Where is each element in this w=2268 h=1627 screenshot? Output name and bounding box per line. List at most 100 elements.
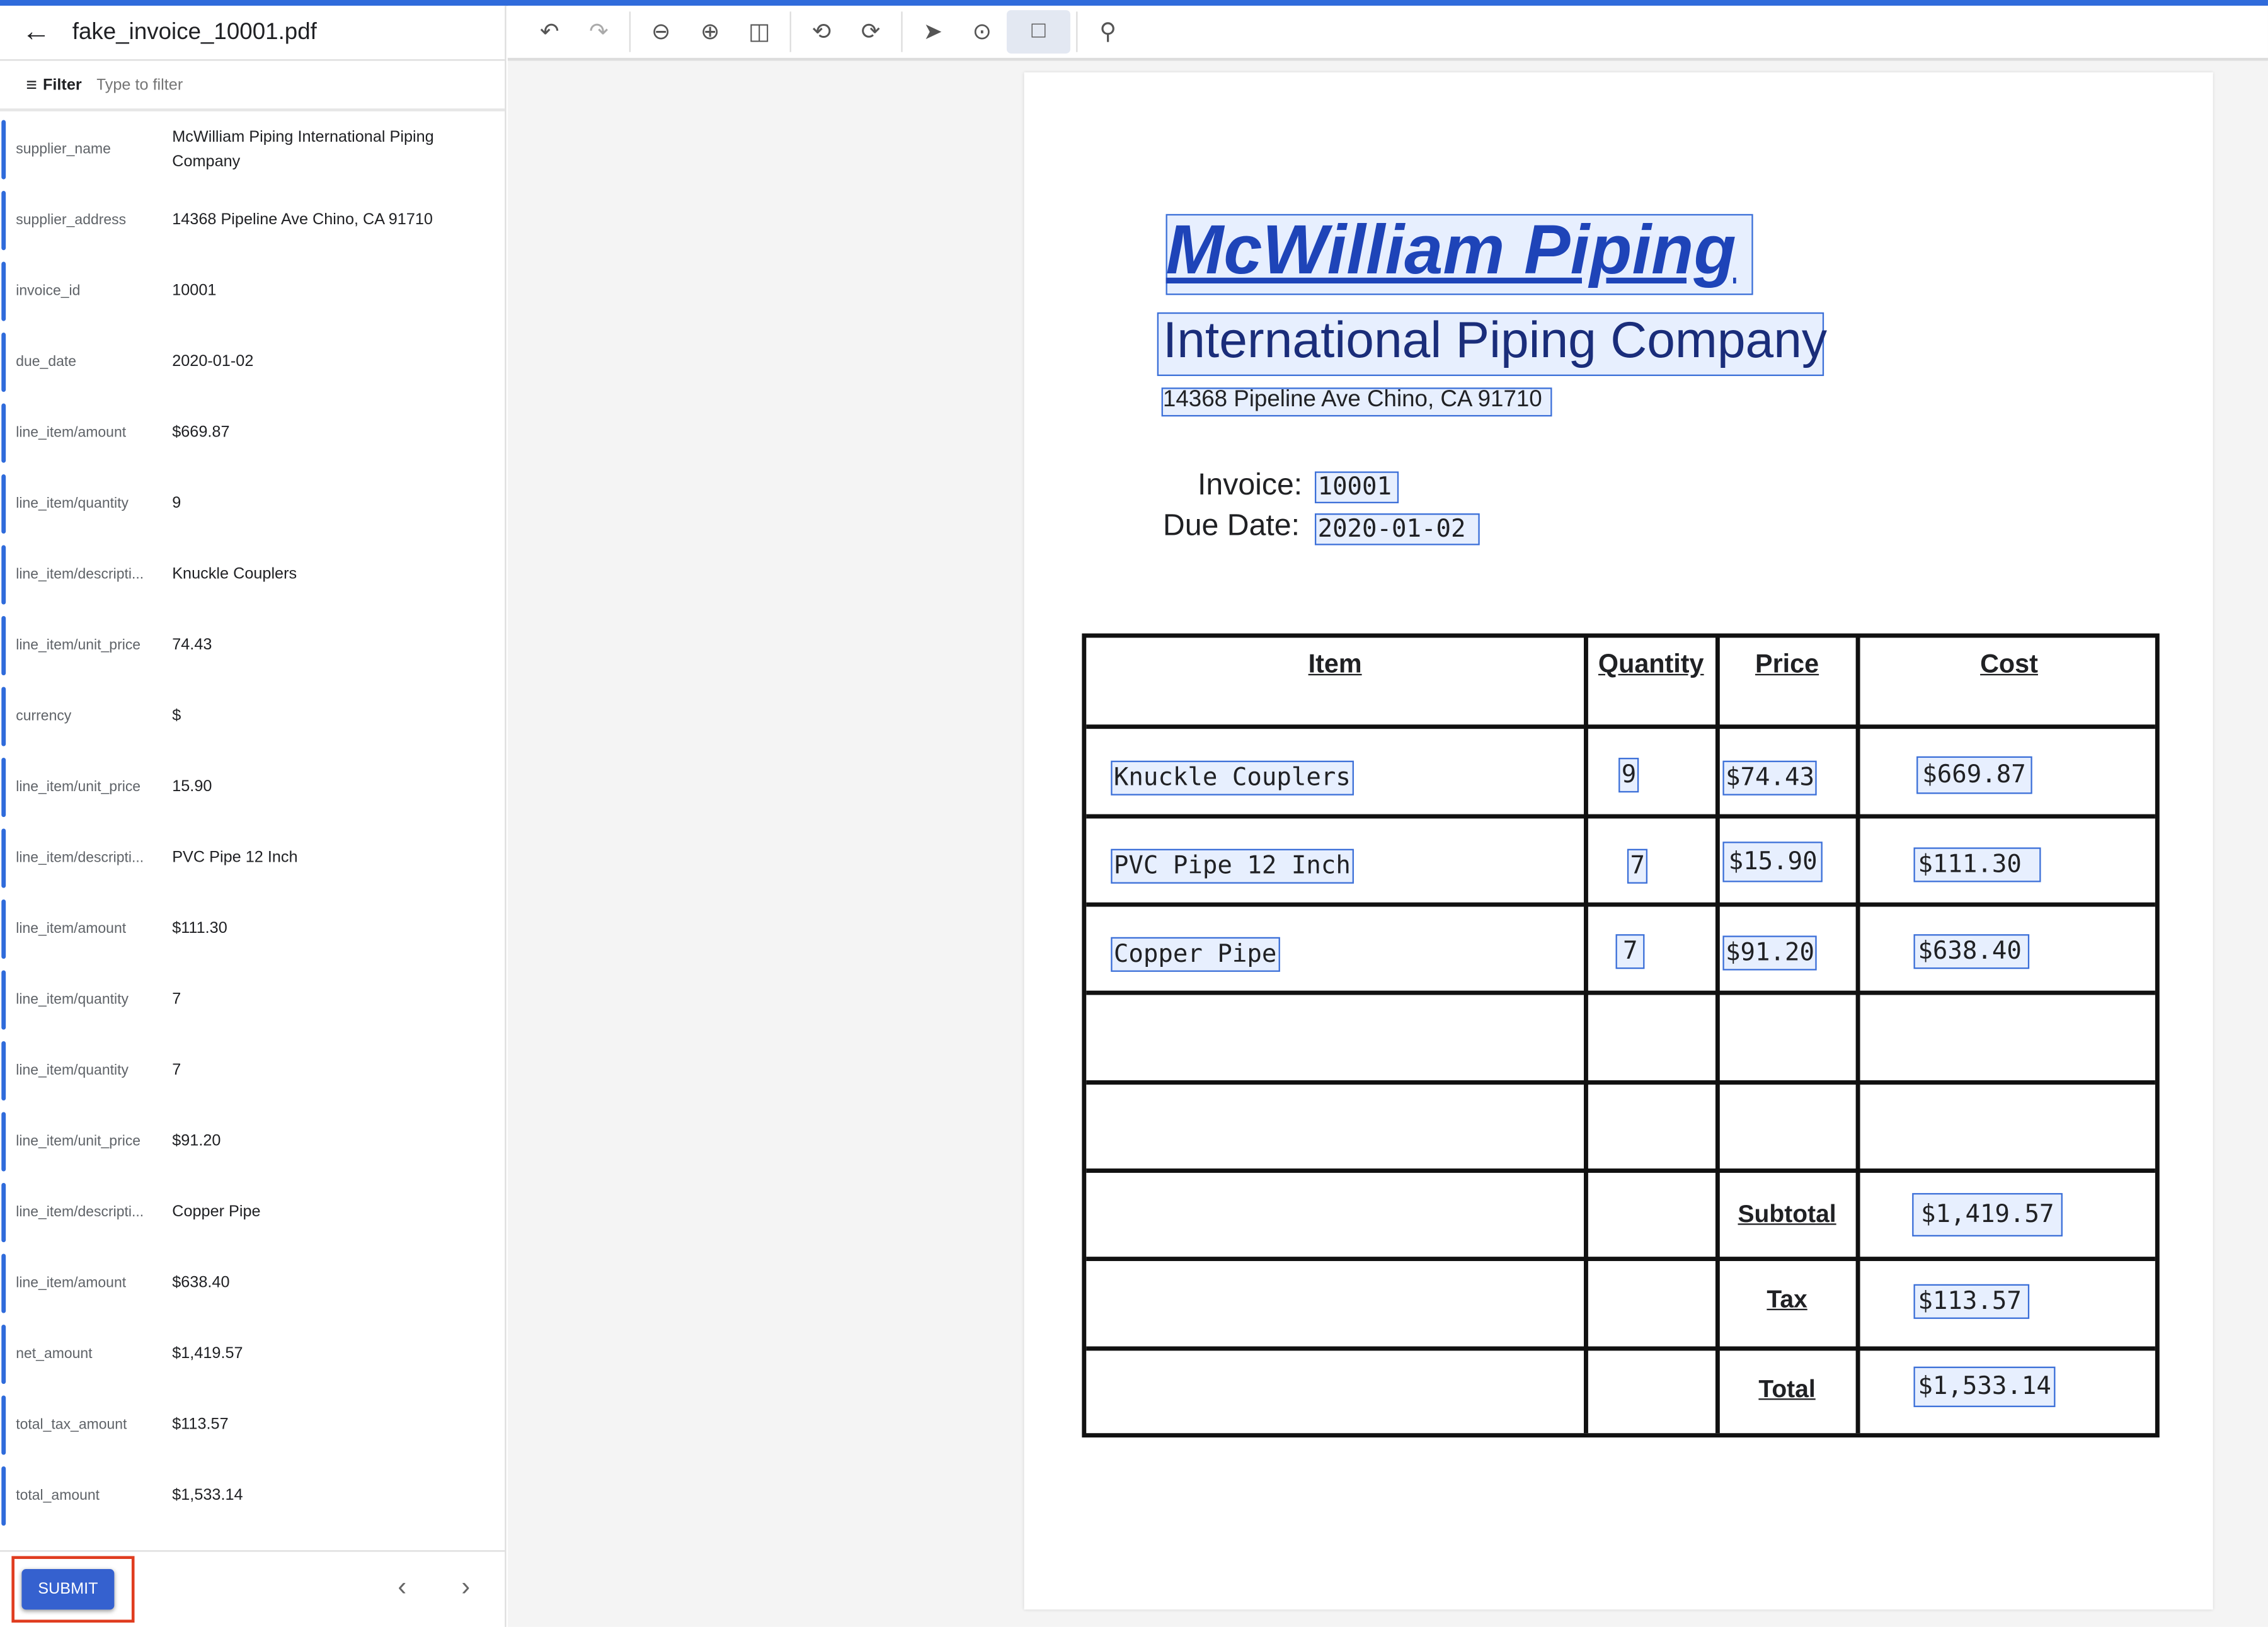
field-row[interactable]: line_item/amount $638.40 — [0, 1248, 505, 1318]
row2-qty[interactable]: 7 — [1627, 848, 1648, 884]
field-value[interactable]: $1,419.57 — [172, 1345, 243, 1362]
field-row[interactable]: supplier_name McWilliam Piping Internatio… — [0, 114, 505, 185]
field-value[interactable]: $638.40 — [172, 1274, 230, 1292]
filter-icon[interactable]: ≡ — [26, 74, 37, 96]
field-value[interactable]: 7 — [172, 1061, 181, 1079]
zoom-out-icon[interactable]: ⊖ — [651, 20, 671, 45]
undo-icon[interactable]: ↶ — [540, 20, 559, 45]
table-line — [1715, 637, 1719, 1434]
row3-price[interactable]: $91.20 — [1722, 935, 1818, 971]
field-row[interactable]: supplier_address 14368 Pipeline Ave Chino… — [0, 185, 505, 256]
field-row[interactable]: line_item/quantity 9 — [0, 469, 505, 539]
search-icon[interactable]: ⚲ — [1099, 20, 1117, 45]
field-key: line_item/descripti... — [16, 1204, 144, 1221]
text-select-icon[interactable]: ⊙ — [972, 20, 992, 45]
field-key: line_item/amount — [16, 1275, 127, 1292]
filter-input[interactable] — [96, 76, 386, 94]
table-line — [1086, 990, 2155, 995]
field-row[interactable]: line_item/amount $669.87 — [0, 397, 505, 468]
rotate-left-icon[interactable]: ⟲ — [811, 20, 832, 45]
submit-button[interactable]: SUBMIT — [21, 1569, 115, 1610]
doc-subtitle: International Piping Company — [1162, 312, 1828, 369]
entity-box[interactable] — [1166, 214, 1753, 295]
field-key: line_item/quantity — [16, 1063, 129, 1079]
header-quantity: Quantity — [1598, 649, 1704, 678]
back-arrow-icon[interactable]: ← — [21, 16, 51, 48]
field-value[interactable]: 9 — [172, 494, 181, 512]
field-value[interactable]: 2020-01-02 — [172, 353, 254, 370]
fit-page-icon[interactable]: ◫ — [748, 20, 770, 45]
field-value[interactable]: 14368 Pipeline Ave Chino, CA 91710 — [172, 211, 433, 229]
field-value[interactable]: PVC Pipe 12 Inch — [172, 848, 298, 867]
row2-price[interactable]: $15.90 — [1722, 842, 1823, 882]
entity-box[interactable] — [1161, 387, 1552, 417]
field-row[interactable]: total_tax_amount $113.57 — [0, 1390, 505, 1460]
field-value[interactable]: Knuckle Couplers — [172, 565, 297, 583]
field-value[interactable]: $669.87 — [172, 423, 230, 442]
field-row[interactable]: line_item/amount $111.30 — [0, 894, 505, 964]
field-row[interactable]: line_item/unit_price $91.20 — [0, 1106, 505, 1177]
field-value[interactable]: $1,533.14 — [172, 1487, 243, 1504]
box-select-icon[interactable]: □ — [1006, 10, 1070, 54]
row3-cost[interactable]: $638.40 — [1913, 934, 2029, 969]
row3-qty[interactable]: 7 — [1615, 934, 1646, 969]
tax-label: Tax — [1767, 1286, 1807, 1313]
field-value[interactable]: $111.30 — [172, 920, 227, 937]
field-row[interactable]: line_item/descripti... Knuckle Couplers — [0, 539, 505, 610]
field-key: line_item/quantity — [16, 991, 129, 1008]
table-line — [1086, 1257, 2155, 1260]
toolbar-divider — [1076, 11, 1078, 52]
field-row[interactable]: line_item/descripti... Copper Pipe — [0, 1177, 505, 1248]
row1-qty[interactable]: 9 — [1618, 758, 1639, 793]
row1-item[interactable]: Knuckle Couplers — [1111, 760, 1354, 796]
due-date-value[interactable]: 2020-01-02 — [1314, 513, 1480, 545]
toolbar-divider — [629, 11, 631, 52]
subtotal-value[interactable]: $1,419.57 — [1912, 1193, 2063, 1236]
field-value[interactable]: 74.43 — [172, 636, 212, 654]
header-price: Price — [1755, 649, 1819, 678]
field-key: line_item/unit_price — [16, 1133, 141, 1150]
field-value[interactable]: 15.90 — [172, 778, 212, 796]
entity-box[interactable] — [1157, 312, 1824, 376]
table-line — [1086, 902, 2155, 906]
field-key: line_item/unit_price — [16, 637, 141, 654]
field-value[interactable]: Copper Pipe — [172, 1203, 261, 1221]
total-label: Total — [1758, 1375, 1816, 1403]
zoom-in-icon[interactable]: ⊕ — [700, 20, 720, 45]
row1-cost[interactable]: $669.87 — [1916, 756, 2032, 794]
field-row[interactable]: line_item/unit_price 15.90 — [0, 752, 505, 823]
field-value[interactable]: 7 — [172, 990, 181, 1008]
field-row[interactable]: due_date 2020-01-02 — [0, 327, 505, 397]
field-row[interactable]: currency $ — [0, 681, 505, 751]
tax-value[interactable]: $113.57 — [1913, 1284, 2029, 1319]
next-icon[interactable]: › — [461, 1572, 471, 1601]
rotate-right-icon[interactable]: ⟳ — [861, 20, 881, 45]
field-value[interactable]: $113.57 — [172, 1415, 229, 1434]
redo-icon[interactable]: ↷ — [589, 20, 609, 45]
field-row[interactable]: line_item/unit_price 74.43 — [0, 610, 505, 681]
field-value[interactable]: $ — [172, 707, 181, 725]
field-value[interactable]: $91.20 — [172, 1132, 221, 1150]
field-row[interactable]: invoice_id 10001 — [0, 256, 505, 326]
field-key: line_item/amount — [16, 921, 127, 937]
field-value[interactable]: 10001 — [172, 282, 217, 300]
row2-item[interactable]: PVC Pipe 12 Inch — [1111, 848, 1354, 884]
select-pointer-icon[interactable]: ➤ — [923, 20, 943, 45]
toolbar-divider — [789, 11, 791, 52]
row1-price[interactable]: $74.43 — [1722, 760, 1818, 796]
row3-item[interactable]: Copper Pipe — [1111, 937, 1280, 972]
subtotal-label: Subtotal — [1738, 1200, 1836, 1228]
file-name: fake_invoice_10001.pdf — [72, 19, 317, 45]
field-row[interactable]: net_amount $1,419.57 — [0, 1319, 505, 1390]
field-value[interactable]: McWilliam Piping International Piping Co… — [172, 128, 434, 170]
invoice-value[interactable]: 10001 — [1314, 471, 1399, 503]
previous-icon[interactable]: ‹ — [398, 1572, 407, 1601]
total-value[interactable]: $1,533.14 — [1913, 1366, 2056, 1407]
table-line — [1855, 637, 1860, 1434]
field-row[interactable]: total_amount $1,533.14 — [0, 1461, 505, 1531]
field-row[interactable]: line_item/quantity 7 — [0, 1036, 505, 1106]
field-row[interactable]: line_item/quantity 7 — [0, 964, 505, 1035]
table-line — [1086, 724, 2155, 728]
field-row[interactable]: line_item/descripti... PVC Pipe 12 Inch — [0, 823, 505, 893]
row2-cost[interactable]: $111.30 — [1913, 847, 2041, 882]
